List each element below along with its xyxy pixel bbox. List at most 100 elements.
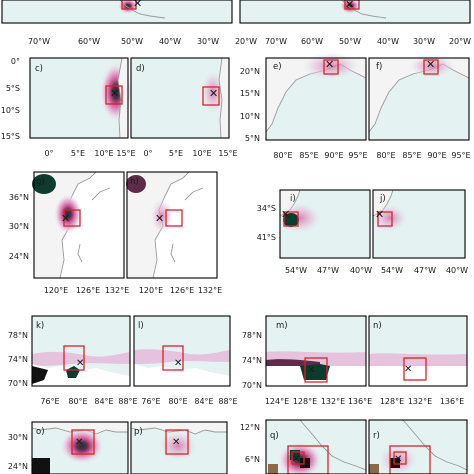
- tick-label: 5°E: [71, 149, 85, 158]
- ef-x-axis: 80°E 85°E 90°E 95°E 80°E 85°E 90°E 95°E: [273, 151, 470, 160]
- panel-o: ✕ o): [31, 421, 129, 474]
- tick-label: 60°W: [301, 37, 323, 46]
- marker-cross: ✕: [345, 0, 354, 11]
- panel-label: f): [376, 62, 382, 72]
- tick-label: 120°E: [139, 286, 163, 295]
- tick-label: 128°E: [293, 397, 317, 406]
- panel-label: p): [134, 427, 143, 437]
- tick-label: 20°W: [235, 37, 257, 46]
- tick-label: 90°E: [427, 151, 446, 160]
- tick-label: 0°: [143, 149, 152, 158]
- panel-d: ✕ d): [130, 57, 230, 139]
- panel-b: ✕: [239, 0, 471, 24]
- panel-label: d): [136, 64, 145, 74]
- mn-y-axis: 78°N 74°N 70°N: [242, 331, 262, 390]
- tick-label: 78°N: [242, 331, 262, 340]
- marker-cross: ✕: [325, 58, 334, 71]
- tick-label: 5°E: [169, 149, 183, 158]
- panel-i: ✕ i): [278, 189, 371, 259]
- tick-label: 70°W: [265, 37, 287, 46]
- tick-label: 5°N: [245, 134, 260, 143]
- marker-cross: ✕: [209, 87, 218, 100]
- panel-j: ✕ j): [372, 189, 466, 259]
- tick-label: 88°E: [218, 397, 237, 406]
- cd-y-axis: 0° 5°S 10°S 15°S: [1, 57, 20, 141]
- tick-label: 10°N: [240, 112, 260, 121]
- panel-label: q): [270, 431, 279, 441]
- ij-x-axis: 54°W 47°W 40°W 54°W 47°W 40°W: [285, 266, 468, 275]
- tick-label: 84°E: [94, 397, 113, 406]
- mn-x-axis: 124°E 128°E 132°E 136°E 128°E 132°E 136°…: [265, 397, 464, 406]
- tick-label: 10°E: [94, 149, 113, 158]
- panel-label: i): [290, 194, 296, 204]
- tick-label: 120°E: [44, 286, 68, 295]
- panel-f: ✕ f): [368, 54, 470, 141]
- tick-label: 85°E: [299, 151, 318, 160]
- tick-label: 132°E: [198, 286, 222, 295]
- tick-label: 30°N: [9, 222, 29, 231]
- tick-label: 95°E: [348, 151, 367, 160]
- tick-label: 20°N: [240, 67, 260, 76]
- panel-label: j): [379, 194, 386, 204]
- tick-label: 50°W: [339, 37, 361, 46]
- tick-label: 132°E: [408, 397, 432, 406]
- tick-label: 76°E: [40, 397, 59, 406]
- panel-label: k): [36, 321, 44, 331]
- tick-label: 15°E: [218, 149, 237, 158]
- panel-label: g): [36, 177, 45, 187]
- marker-cross: ✕: [75, 437, 83, 448]
- tick-label: 0°: [44, 149, 53, 158]
- tick-label: 40°W: [159, 37, 181, 46]
- panel-l: ✕ l): [133, 315, 231, 387]
- marker-cross: ✕: [110, 87, 119, 100]
- qr-y-axis: 12°N 6°N: [240, 423, 260, 464]
- panel-p: ✕ p): [130, 421, 228, 474]
- tick-label: 0°: [11, 57, 20, 66]
- tick-label: 80°E: [273, 151, 292, 160]
- tick-label: 15°E: [116, 149, 135, 158]
- panel-n: ✕ n): [368, 315, 468, 387]
- tick-label: 74°N: [242, 356, 262, 365]
- tick-label: 36°N: [9, 193, 29, 202]
- tick-label: 24°N: [9, 252, 29, 261]
- ef-y-axis: 20°N 15°N 10°N 5°N: [240, 67, 260, 143]
- marker-cross: ✕: [76, 358, 84, 369]
- panel-k: ✕ k): [31, 315, 131, 387]
- tick-label: 136°E: [440, 397, 464, 406]
- marker-cross: ✕: [172, 437, 180, 448]
- tick-label: 74°N: [8, 355, 28, 364]
- tick-label: 90°E: [324, 151, 343, 160]
- marker-cross: ✕: [394, 454, 402, 465]
- tick-label: 124°E: [265, 397, 289, 406]
- marker-cross: ✕: [281, 208, 290, 221]
- tick-label: 54°W: [381, 266, 403, 275]
- tick-label: 78°N: [8, 331, 28, 340]
- marker-cross: ✕: [174, 358, 182, 369]
- tick-label: 70°N: [242, 381, 262, 390]
- tick-label: 12°N: [240, 423, 260, 432]
- tick-label: 126°E: [76, 286, 100, 295]
- tick-label: 50°W: [121, 37, 143, 46]
- marker-cross: ✕: [292, 454, 300, 465]
- marker-cross: ✕: [155, 212, 164, 225]
- tick-label: 54°W: [285, 266, 307, 275]
- tick-label: 80°E: [68, 397, 87, 406]
- tick-label: 88°E: [118, 397, 137, 406]
- ab-x-axis: 70°W 60°W 50°W 40°W 30°W 20°W 70°W 60°W …: [28, 37, 471, 46]
- tick-label: 20°W: [449, 37, 471, 46]
- kl-y-axis: 78°N 74°N 70°N: [8, 331, 28, 388]
- tick-label: 24°N: [8, 462, 28, 471]
- tick-label: 40°W: [446, 266, 468, 275]
- panel-c: ✕ c): [29, 57, 132, 139]
- panel-m: ✕ m): [265, 315, 367, 387]
- panel-label: r): [373, 431, 380, 441]
- tick-label: 132°E: [105, 286, 129, 295]
- tick-label: 95°E: [451, 151, 470, 160]
- marker-cross: ✕: [375, 208, 384, 221]
- tick-label: 126°E: [170, 286, 194, 295]
- panel-q: ✕ q): [265, 419, 367, 474]
- panel-label: n): [373, 321, 382, 331]
- tick-label: 30°N: [8, 433, 28, 442]
- tick-label: 60°W: [78, 37, 100, 46]
